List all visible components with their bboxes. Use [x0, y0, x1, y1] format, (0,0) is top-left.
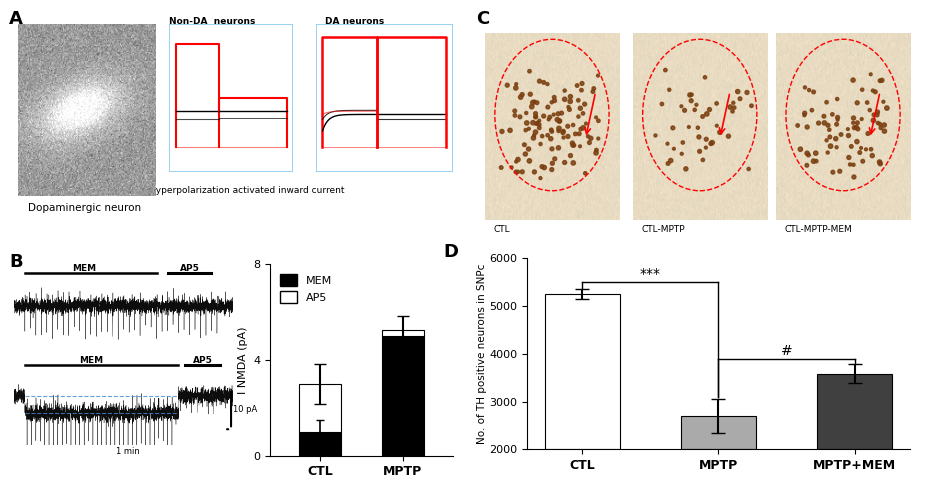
Text: Non-DA  neurons: Non-DA neurons [170, 17, 256, 26]
Text: Dopaminergic neuron: Dopaminergic neuron [28, 203, 141, 213]
Text: ***: *** [640, 267, 661, 281]
Y-axis label: No. of TH positive neurons in SNPc: No. of TH positive neurons in SNPc [477, 263, 486, 444]
Text: 1 min: 1 min [117, 446, 140, 456]
Text: DA neurons: DA neurons [325, 17, 384, 26]
Text: #: # [781, 344, 792, 358]
Bar [681, 416, 756, 449]
Text: B: B [9, 253, 23, 272]
Bar [545, 294, 620, 449]
Text: CTL-MPTP-MEM: CTL-MPTP-MEM [785, 225, 853, 234]
Text: A: A [9, 10, 23, 28]
Text: 10 pA: 10 pA [233, 405, 258, 414]
Text: Hyperpolarization activated inward current: Hyperpolarization activated inward curre… [149, 186, 345, 196]
Text: D: D [443, 243, 458, 261]
Text: CTL: CTL [494, 225, 510, 234]
Text: CTL-MPTP: CTL-MPTP [642, 225, 685, 234]
Bar [817, 374, 892, 449]
Text: C: C [476, 10, 489, 28]
